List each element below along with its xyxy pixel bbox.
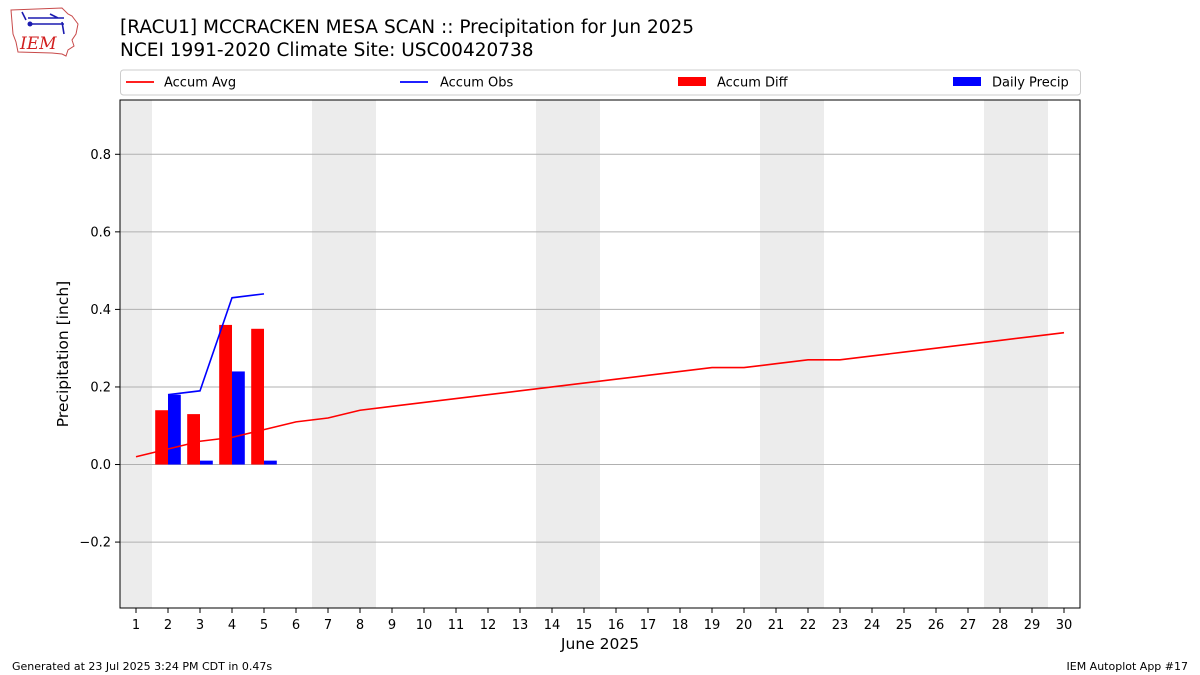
legend-accum-obs-label: Accum Obs [440,76,513,91]
x-tick-label: 1 [132,618,140,633]
x-tick-label: 25 [896,618,913,633]
x-tick-label: 23 [832,618,849,633]
daily-precip-bar [232,371,245,465]
x-tick-label: 27 [960,618,977,633]
y-axis-label: Precipitation [inch] [54,281,72,427]
x-tick-label: 26 [928,618,945,633]
x-tick-label: 10 [416,618,433,633]
x-tick-label: 8 [356,618,364,633]
y-tick-label: 0.2 [90,380,111,395]
weekend-shade [984,100,1048,608]
x-tick-label: 15 [576,618,593,633]
legend-accum-diff-label: Accum Diff [717,76,789,91]
y-tick-label: 0.4 [90,303,111,318]
x-tick-label: 12 [480,618,497,633]
x-tick-label: 24 [864,618,881,633]
x-tick-label: 7 [324,618,332,633]
x-tick-label: 17 [640,618,657,633]
x-tick-label: 21 [768,618,785,633]
weekend-shade [536,100,600,608]
x-tick-label: 18 [672,618,689,633]
x-tick-label: 30 [1056,618,1073,633]
weekend-shade [312,100,376,608]
y-tick-label: 0.6 [90,225,111,240]
app-label: IEM Autoplot App #17 [1066,660,1189,673]
weekend-shade [760,100,824,608]
weekend-shade [120,100,152,608]
accum-obs-line [167,293,265,396]
weather-station-icon [21,11,65,35]
x-tick-label: 2 [164,618,172,633]
x-tick-label: 13 [512,618,529,633]
legend-box [120,69,1081,96]
daily-precip-bar [168,394,181,465]
legend-daily-precip-label: Daily Precip [992,76,1069,91]
logo-text: IEM [19,34,57,54]
x-tick-label: 29 [1024,618,1041,633]
x-tick-label: 5 [260,618,268,633]
iem-logo: IEM [10,7,79,57]
x-tick-label: 22 [800,618,817,633]
accum-diff-bar [155,410,168,465]
x-tick-label: 16 [608,618,625,633]
state-outline-shape [10,7,79,57]
daily-precip-bar [264,460,277,465]
chart-title: [RACU1] MCCRACKEN MESA SCAN :: Precipita… [120,17,695,38]
daily-precip-bar [200,460,213,465]
legend-accum-diff-swatch [678,77,706,86]
accum-avg-line [135,331,1065,458]
x-tick-label: 19 [704,618,721,633]
legend-daily-precip-swatch [953,77,981,86]
y-tick-label: 0.8 [90,148,111,163]
sensor-dot-shape [27,21,33,27]
generated-timestamp: Generated at 23 Jul 2025 3:24 PM CDT in … [12,660,273,673]
x-tick-label: 11 [448,618,465,633]
x-tick-label: 9 [388,618,396,633]
accum-diff-bar [251,328,264,465]
chart-subtitle: NCEI 1991-2020 Climate Site: USC00420738 [120,40,534,61]
y-tick-label: 0.0 [90,458,111,473]
x-tick-label: 20 [736,618,753,633]
accum-diff-bar [187,414,200,465]
y-tick-label: −0.2 [79,536,111,551]
x-tick-label: 28 [992,618,1009,633]
legend-accum-avg-label: Accum Avg [164,76,236,91]
x-tick-label: 14 [544,618,561,633]
plot-frame [119,99,1081,609]
accum-diff-bar [219,324,232,465]
x-axis-label: June 2025 [560,635,639,653]
x-tick-label: 6 [292,618,300,633]
x-tick-label: 3 [196,618,204,633]
x-tick-label: 4 [228,618,236,633]
